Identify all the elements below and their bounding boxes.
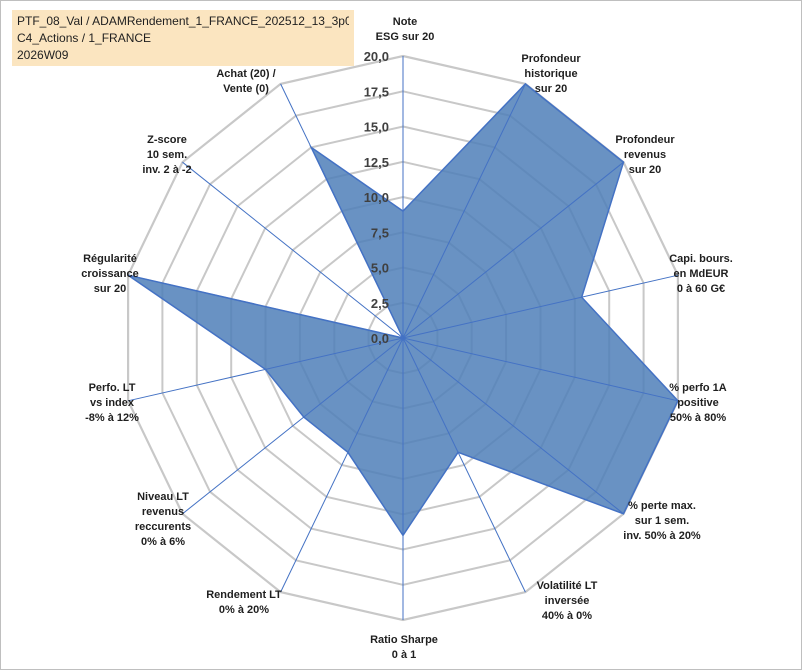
tick-label: 10,0	[364, 190, 389, 205]
axis-label: Ratio Sharpe 0 à 1	[370, 634, 438, 661]
axis-label: % perfo 1A positive 50% à 80%	[669, 382, 727, 424]
axis-spoke	[402, 337, 679, 402]
tick-label: 12,5	[364, 155, 389, 170]
axis-spoke	[127, 337, 404, 402]
title-line-3: 2026W09	[17, 48, 69, 62]
tick-label: 15,0	[364, 120, 389, 135]
axis-label: Note ESG sur 20	[376, 16, 435, 43]
axis-label: Niveau LT revenus reccurents 0% à 6%	[135, 491, 191, 548]
axis-label: Volatilité LT inversée 40% à 0%	[537, 580, 598, 622]
title-line-1: PTF_08_Val / ADAMRendement_1_FRANCE_2025…	[17, 14, 349, 28]
title-box: PTF_08_Val / ADAMRendement_1_FRANCE_2025…	[12, 10, 354, 66]
axis-label: Capi. bours. en MdEUR 0 à 60 G€	[669, 253, 733, 295]
axis-label: Régularité croissance sur 20	[81, 253, 138, 295]
axis-label: Rendement LT 0% à 20%	[206, 589, 282, 616]
tick-label: 20,0	[364, 49, 389, 64]
tick-label: 2,5	[371, 296, 389, 311]
tick-label: 17,5	[364, 84, 389, 99]
title-line-2: C4_Actions / 1_FRANCE	[17, 31, 152, 45]
axis-label: Profondeur historique sur 20	[521, 53, 581, 95]
axis-spoke	[402, 337, 526, 593]
axis-spoke	[402, 337, 624, 515]
axis-spoke	[182, 161, 404, 339]
axis-spoke	[280, 337, 404, 593]
tick-label: 5,0	[371, 261, 389, 276]
tick-label: 0,0	[371, 331, 389, 346]
axis-label: % perte max. sur 1 sem. inv. 50% à 20%	[623, 500, 701, 542]
axis-label: Z-score 10 sem. inv. 2 à -2	[142, 134, 191, 176]
axis-spoke	[402, 161, 624, 339]
tick-label: 7,5	[371, 225, 389, 240]
axis-spoke	[280, 83, 404, 339]
axis-spoke	[127, 274, 404, 339]
axis-spoke	[402, 274, 679, 339]
axis-spoke	[182, 337, 404, 515]
axis-label: Profondeur revenus sur 20	[615, 134, 675, 176]
axis-label: Perfo. LT vs index -8% à 12%	[85, 382, 139, 424]
axis-spoke	[402, 83, 526, 339]
